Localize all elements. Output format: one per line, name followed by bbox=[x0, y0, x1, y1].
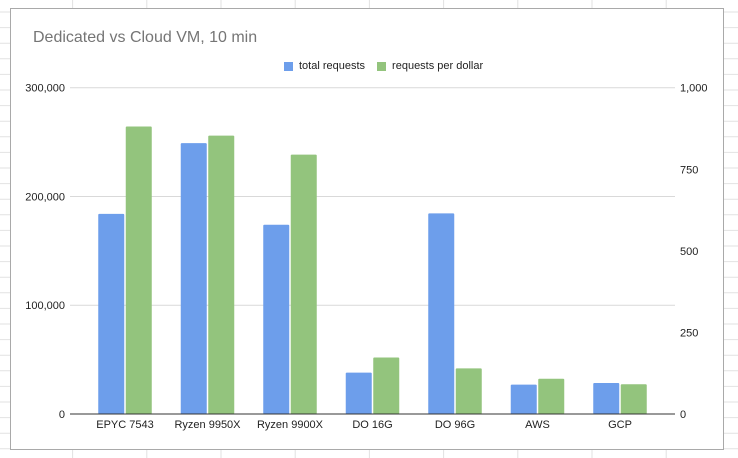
bar-requests-per-dollar[interactable] bbox=[373, 357, 400, 414]
bar-total-requests[interactable] bbox=[593, 383, 620, 414]
right-axis-tick: 750 bbox=[680, 164, 698, 176]
chart-title: Dedicated vs Cloud VM, 10 min bbox=[33, 29, 258, 46]
x-axis-category-label: AWS bbox=[525, 419, 550, 431]
left-axis-tick: 0 bbox=[59, 409, 65, 421]
bar-total-requests[interactable] bbox=[180, 143, 207, 414]
bar-total-requests[interactable] bbox=[510, 384, 537, 414]
bar-requests-per-dollar[interactable] bbox=[538, 378, 565, 414]
x-axis-category-label: EPYC 7543 bbox=[96, 419, 153, 431]
legend-item-total-requests[interactable]: total requests bbox=[284, 60, 365, 72]
left-axis-tick: 100,000 bbox=[25, 300, 65, 312]
bar-total-requests[interactable] bbox=[263, 224, 290, 414]
legend-label: total requests bbox=[299, 60, 366, 72]
bar-total-requests[interactable] bbox=[428, 213, 455, 414]
legend-item-requests-per-dollar[interactable]: requests per dollar bbox=[377, 60, 483, 72]
right-axis-tick: 250 bbox=[680, 327, 698, 339]
x-axis-category-label: DO 16G bbox=[352, 419, 392, 431]
bar-requests-per-dollar[interactable] bbox=[208, 135, 235, 414]
left-axis-tick: 300,000 bbox=[25, 83, 65, 95]
legend-swatch-requests-per-dollar bbox=[377, 61, 387, 71]
x-axis-category-label: Ryzen 9900X bbox=[257, 419, 324, 431]
legend-label: requests per dollar bbox=[392, 60, 484, 72]
bar-requests-per-dollar[interactable] bbox=[620, 384, 647, 414]
x-axis-category-label: Ryzen 9950X bbox=[174, 419, 241, 431]
bar-requests-per-dollar[interactable] bbox=[455, 368, 482, 414]
bar-total-requests[interactable] bbox=[345, 372, 372, 414]
bar-requests-per-dollar[interactable] bbox=[290, 154, 317, 415]
legend-swatch-total-requests bbox=[284, 61, 293, 71]
bar-requests-per-dollar[interactable] bbox=[125, 126, 152, 415]
left-axis-tick: 200,000 bbox=[25, 191, 65, 203]
x-axis-category-label: GCP bbox=[608, 419, 632, 431]
x-axis-category-label: DO 96G bbox=[435, 419, 475, 431]
right-axis-tick: 1,000 bbox=[680, 83, 708, 95]
bar-total-requests[interactable] bbox=[98, 213, 125, 414]
chart-legend: total requests requests per dollar bbox=[284, 60, 495, 72]
right-axis-tick: 500 bbox=[680, 246, 698, 258]
right-axis-tick: 0 bbox=[680, 409, 686, 421]
